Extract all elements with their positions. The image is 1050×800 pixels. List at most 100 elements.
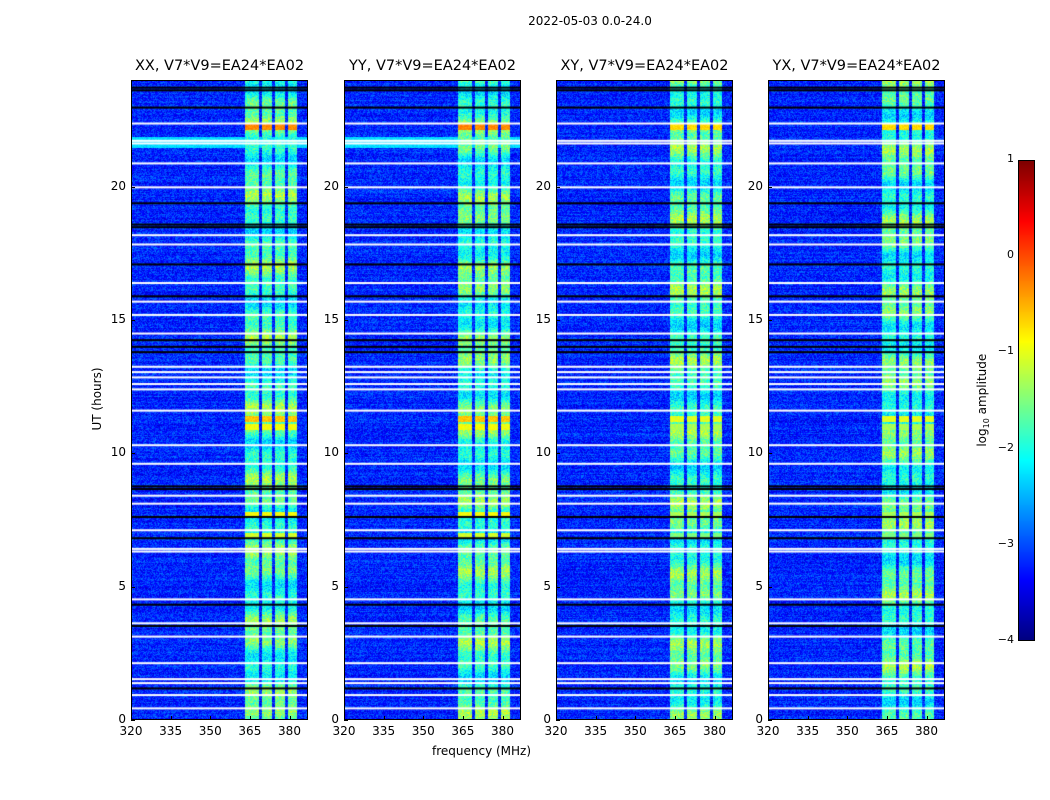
y-tick-label: 20 — [323, 178, 339, 193]
y-tick-mark — [556, 320, 560, 321]
x-tick-label: 365 — [875, 724, 899, 738]
heatmap-panel-yy — [344, 80, 521, 720]
x-tick-label: 320 — [756, 724, 780, 738]
panel-title: YX, V7*V9=EA24*EA02 — [772, 58, 941, 74]
x-tick-label: 365 — [663, 724, 687, 738]
x-tick-label: 380 — [491, 724, 514, 738]
y-tick-label: 20 — [535, 178, 551, 193]
y-tick-mark — [131, 720, 135, 721]
y-tick-mark — [556, 586, 560, 588]
y-tick-label: 0 — [543, 712, 551, 726]
x-tick-mark — [926, 716, 928, 720]
x-tick-mark — [674, 716, 676, 720]
x-tick-label: 380 — [703, 724, 726, 738]
x-tick-label: 335 — [584, 724, 608, 738]
x-tick-label: 320 — [119, 724, 143, 738]
y-tick-label: 0 — [755, 712, 763, 726]
x-tick-label: 350 — [835, 724, 859, 738]
colorbar-tick-label: −2 — [997, 440, 1014, 454]
y-tick-label: 5 — [331, 578, 339, 593]
colorbar-tick-label: −3 — [997, 536, 1014, 550]
colorbar-label: log10 amplitude — [975, 345, 991, 455]
y-tick-label: 20 — [747, 178, 763, 193]
x-tick-mark — [423, 716, 425, 720]
x-tick-mark — [847, 716, 849, 720]
x-tick-label: 350 — [411, 724, 435, 738]
y-tick-mark — [131, 453, 135, 455]
x-tick-label: 320 — [332, 724, 356, 738]
y-tick-mark — [768, 453, 772, 455]
x-tick-mark — [635, 716, 637, 720]
y-tick-mark — [768, 186, 772, 188]
colorbar-tick-label: 0 — [1007, 248, 1014, 262]
y-tick-mark — [131, 586, 135, 588]
y-tick-label: 5 — [118, 578, 126, 593]
y-tick-label: 10 — [747, 445, 763, 460]
y-axis-label: UT (hours) — [90, 367, 104, 431]
panel-title: XY, V7*V9=EA24*EA02 — [560, 58, 729, 74]
x-tick-label: 380 — [278, 724, 301, 738]
x-tick-mark — [249, 716, 251, 720]
y-tick-label: 15 — [323, 312, 339, 326]
y-tick-mark — [768, 320, 772, 321]
x-tick-label: 350 — [623, 724, 647, 738]
x-tick-mark — [886, 716, 888, 720]
heatmap-panel-yx — [768, 80, 945, 720]
x-tick-mark — [289, 716, 291, 720]
y-tick-label: 5 — [755, 578, 763, 593]
y-tick-label: 10 — [323, 445, 339, 460]
y-tick-label: 15 — [110, 312, 126, 326]
y-tick-mark — [768, 720, 772, 721]
x-tick-mark — [170, 716, 172, 720]
y-tick-mark — [556, 186, 560, 188]
x-tick-mark — [714, 716, 716, 720]
x-tick-mark — [462, 716, 464, 720]
x-tick-mark — [502, 716, 504, 720]
colorbar-label-sub: 10 — [982, 418, 992, 429]
x-axis-label: frequency (MHz) — [432, 744, 532, 758]
x-tick-mark — [383, 716, 385, 720]
y-tick-mark — [344, 453, 348, 455]
x-tick-label: 380 — [915, 724, 938, 738]
x-tick-mark — [344, 716, 345, 720]
y-tick-mark — [344, 586, 348, 588]
panel-title: XX, V7*V9=EA24*EA02 — [134, 58, 305, 74]
x-tick-label: 350 — [198, 724, 222, 738]
colorbar-tick-label: −4 — [997, 633, 1014, 646]
y-tick-mark — [556, 453, 560, 455]
y-tick-mark — [344, 186, 348, 188]
colorbar-tick-label: 1 — [1007, 152, 1014, 165]
colorbar-tick-label: −1 — [997, 344, 1014, 358]
colorbar-label-rest: amplitude — [974, 353, 989, 419]
x-tick-mark — [807, 716, 809, 720]
y-tick-mark — [768, 586, 772, 588]
x-tick-mark — [595, 716, 597, 720]
x-tick-label: 335 — [159, 724, 183, 738]
x-tick-mark — [131, 716, 132, 720]
y-tick-mark — [344, 320, 348, 321]
x-tick-label: 335 — [372, 724, 396, 738]
figure-title: 2022-05-03 0.0-24.0 — [528, 14, 652, 28]
y-tick-label: 0 — [331, 712, 339, 726]
y-tick-mark — [131, 320, 135, 321]
y-tick-label: 15 — [535, 312, 551, 326]
x-tick-label: 365 — [451, 724, 475, 738]
y-tick-mark — [556, 720, 560, 721]
panel-title: YY, V7*V9=EA24*EA02 — [349, 58, 516, 74]
colorbar — [1018, 160, 1035, 641]
y-tick-mark — [344, 720, 348, 721]
y-tick-label: 10 — [535, 445, 551, 460]
y-tick-mark — [131, 186, 135, 188]
x-tick-mark — [556, 716, 557, 720]
x-tick-mark — [768, 716, 769, 720]
y-tick-label: 15 — [747, 312, 763, 326]
y-tick-label: 0 — [118, 712, 126, 726]
heatmap-panel-xy — [556, 80, 733, 720]
x-tick-label: 320 — [544, 724, 568, 738]
heatmap-panel-xx — [131, 80, 308, 720]
x-tick-label: 335 — [796, 724, 820, 738]
y-tick-label: 5 — [543, 578, 551, 593]
y-tick-label: 10 — [110, 445, 126, 460]
x-tick-mark — [210, 716, 212, 720]
y-tick-label: 20 — [110, 178, 126, 193]
